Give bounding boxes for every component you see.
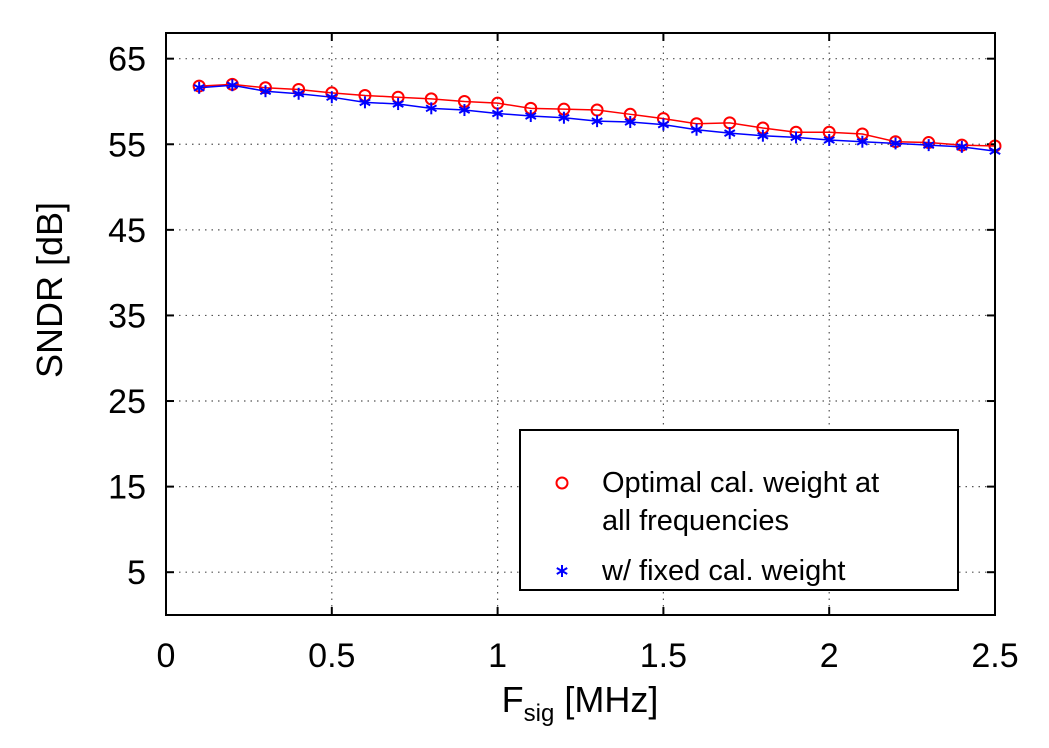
legend: Optimal cal. weight at all frequencies w/ … [519,429,959,591]
data-point-asterisk [259,85,272,98]
data-point-asterisk [922,139,935,152]
data-point-asterisk [392,98,404,111]
data-point-asterisk [624,116,636,129]
data-point-asterisk [823,133,835,146]
x-axis-label-subscript: sig [524,700,555,727]
y-tick-label: 65 [108,41,146,79]
series-layer [192,77,1002,158]
data-point-asterisk [856,135,869,148]
data-point-asterisk [525,110,537,123]
x-tick-label: 2 [820,637,839,675]
legend-marker-asterisk [556,565,568,577]
y-tick-label: 25 [108,383,146,421]
data-point-asterisk [724,127,736,140]
plot-area-frame [165,32,996,616]
legend-label: all frequencies [602,505,789,537]
x-axis-label: Fsig [MHz] [502,679,659,727]
data-point-asterisk [425,102,437,115]
legend-label: w/ fixed cal. weight [601,555,845,587]
data-point-asterisk [292,87,305,100]
data-point-asterisk [226,79,239,92]
x-axis-label-main: F [502,679,524,720]
data-point-asterisk [591,115,603,128]
y-tick-label: 55 [108,126,146,164]
data-point-asterisk [359,96,371,109]
data-point-asterisk [326,91,338,104]
x-tick-label: 1 [488,637,507,675]
tick-labels: 0 0.5 1 1.5 2 2.5 5 15 25 35 45 55 65 [108,41,1018,675]
y-tick-label: 35 [108,297,146,335]
data-point-asterisk [491,107,504,120]
y-tick-label: 15 [108,469,146,507]
data-point-asterisk [458,104,471,117]
x-tick-label: 1.5 [640,637,687,675]
x-tick-label: 0 [157,637,176,675]
y-tick-label: 45 [108,212,146,250]
y-axis-label: SNDR [dB] [29,202,70,378]
legend-label: Optimal cal. weight at [602,467,879,499]
legend-box [519,429,959,591]
data-point-asterisk [690,123,703,136]
x-tick-label: 0.5 [308,637,355,675]
legend-marker-circle [555,476,569,490]
y-tick-label: 5 [127,554,146,592]
data-point-asterisk [889,137,902,150]
data-point-asterisk [757,129,769,142]
x-tick-label: 2.5 [971,637,1018,675]
series-fixed-cal-weight [193,79,1001,158]
data-point-asterisk [790,131,802,144]
data-point-asterisk [657,118,670,131]
data-point-asterisk [558,111,570,124]
data-point-asterisk [956,140,968,153]
data-point-asterisk [193,81,205,94]
x-axis-label-unit: [MHz] [554,679,658,720]
